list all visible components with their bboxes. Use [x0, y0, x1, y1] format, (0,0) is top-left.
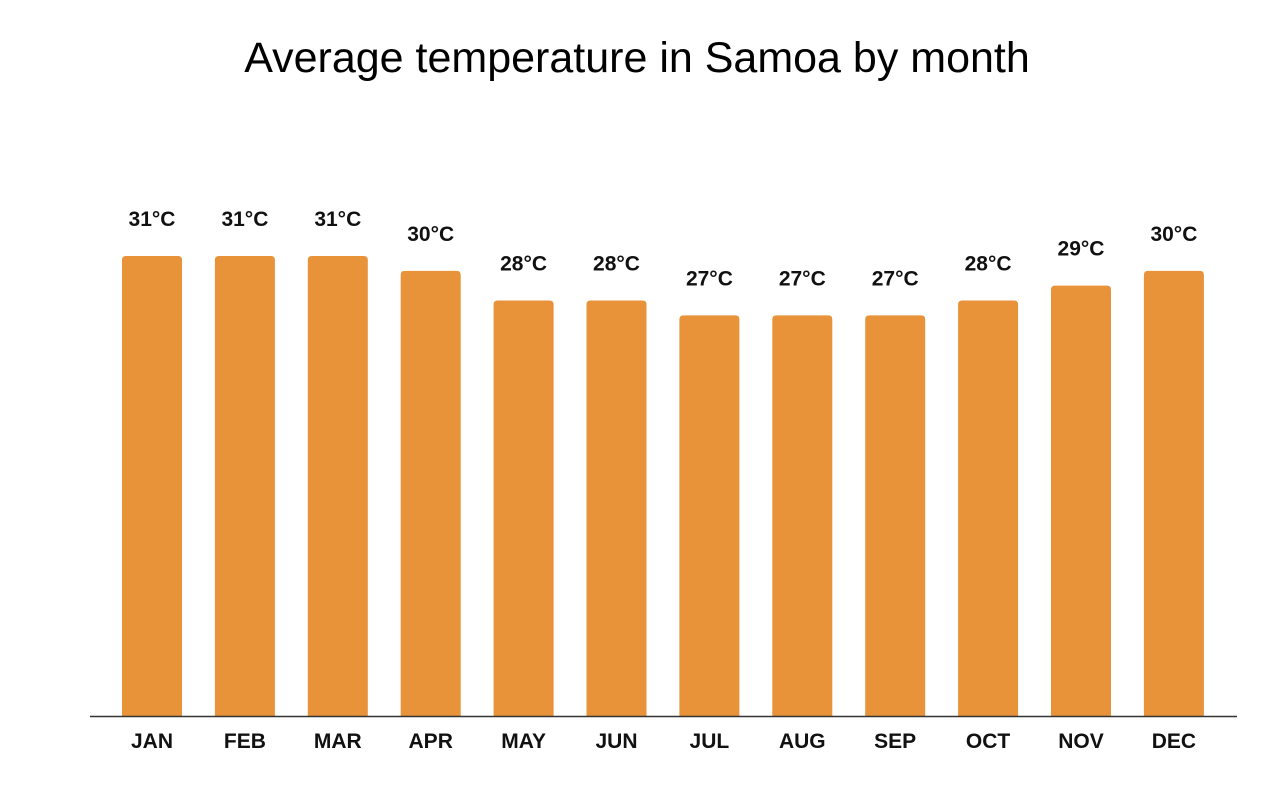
bar-jul [679, 315, 740, 716]
x-tick-label: FEB [224, 730, 266, 753]
bar-oct [958, 300, 1019, 716]
data-label: 31°C [314, 208, 361, 231]
data-label: 27°C [779, 267, 826, 290]
bar-mar [307, 256, 368, 716]
bar-aug [772, 315, 833, 716]
x-tick-label: OCT [966, 730, 1011, 753]
x-tick-label: DEC [1152, 730, 1196, 753]
bar-feb [214, 256, 275, 716]
x-tick-label: JUN [595, 730, 637, 753]
bar-apr [400, 270, 461, 716]
data-label: 28°C [965, 253, 1012, 276]
bar-dec [1143, 270, 1204, 716]
chart-title: Average temperature in Samoa by month [244, 34, 1030, 82]
x-tick-label: JUL [690, 730, 730, 753]
data-label: 30°C [1150, 223, 1197, 246]
data-label: 28°C [593, 253, 640, 276]
x-tick-label: APR [409, 730, 453, 753]
data-label: 31°C [221, 208, 268, 231]
bar-jan [122, 256, 182, 716]
data-label: 27°C [686, 267, 733, 290]
bar-sep [865, 315, 926, 716]
bar-nov [1051, 285, 1111, 716]
x-tick-label: MAY [501, 730, 546, 753]
data-label: 27°C [872, 267, 919, 290]
x-tick-label: AUG [779, 730, 826, 753]
data-label: 30°C [407, 223, 454, 246]
x-tick-label: SEP [874, 730, 916, 753]
data-label: 28°C [500, 253, 547, 276]
x-tick-label: JAN [131, 730, 173, 753]
bar-jun [586, 300, 647, 716]
x-tick-label: NOV [1058, 730, 1104, 753]
data-label: 29°C [1058, 238, 1105, 261]
bar-may [493, 300, 554, 716]
x-tick-label: MAR [314, 730, 362, 753]
data-label: 31°C [129, 208, 176, 231]
